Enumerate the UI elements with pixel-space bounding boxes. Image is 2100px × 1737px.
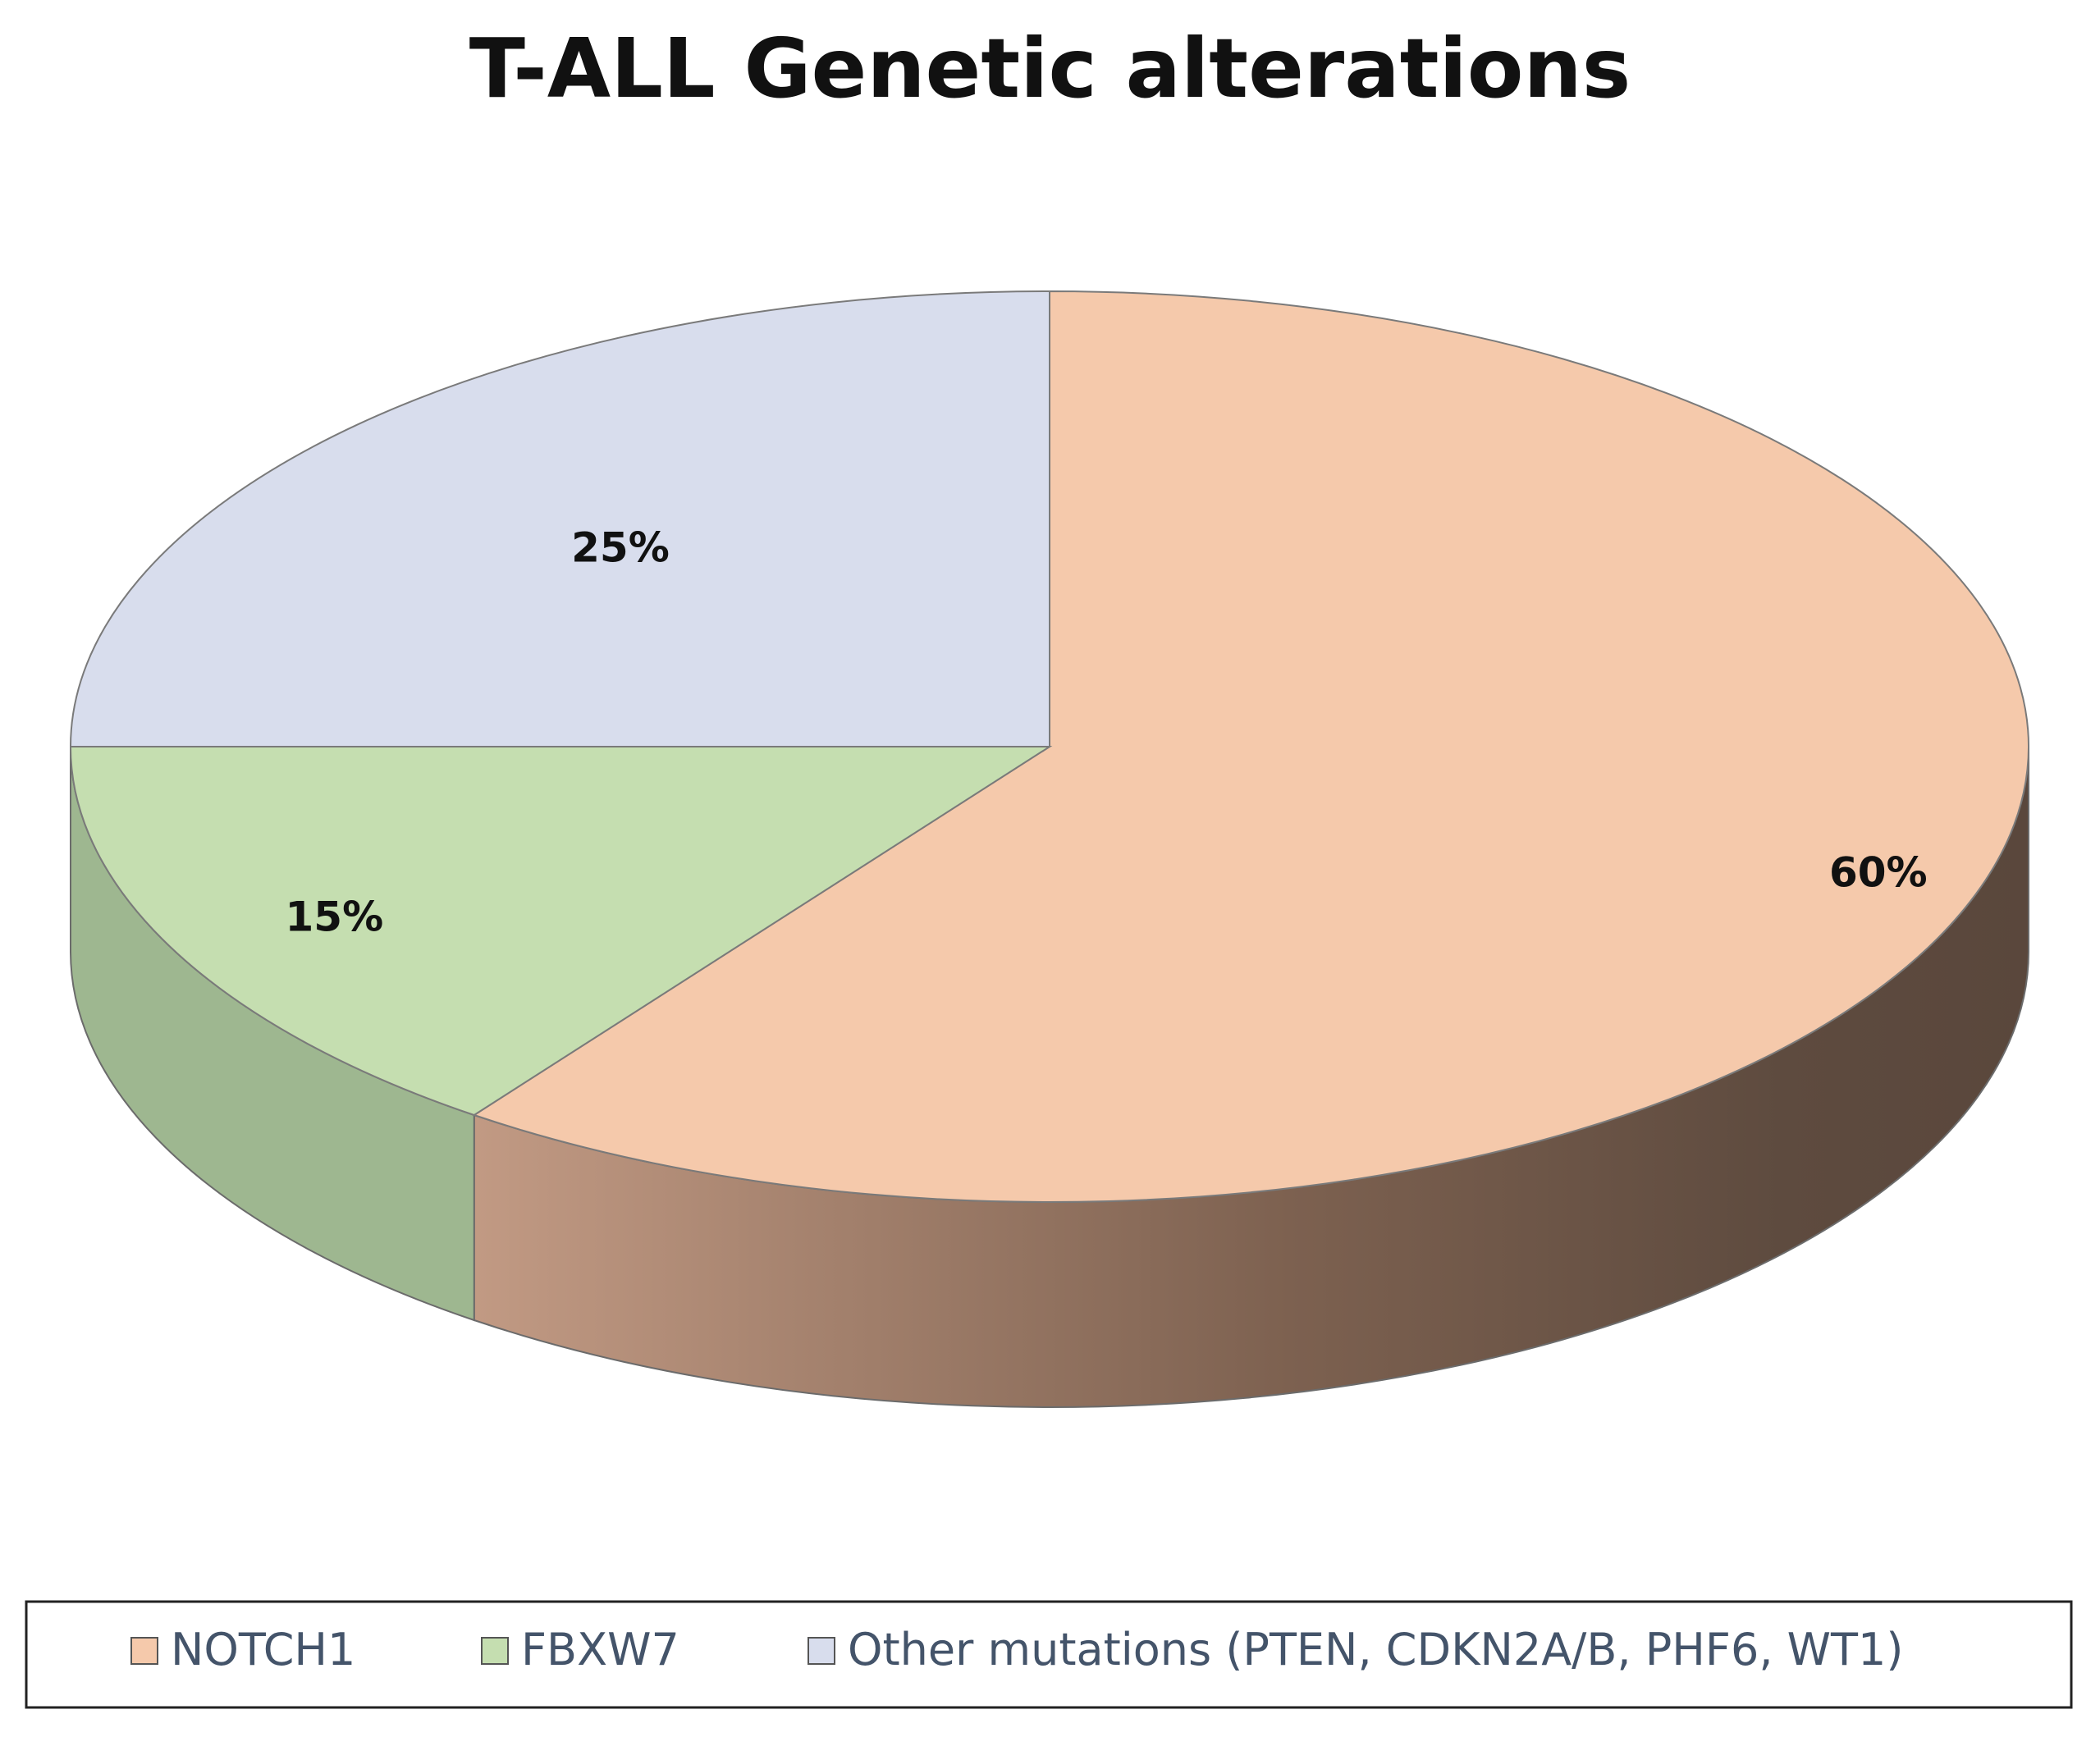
pie-data-labels: 60% 15% 25%	[286, 524, 1928, 941]
data-label-fbxw7: 15%	[286, 894, 384, 941]
legend-item-notch1: NOTCH1	[130, 1624, 355, 1675]
legend-swatch	[130, 1637, 158, 1665]
legend-swatch	[808, 1637, 835, 1665]
legend-item-other-mutations-pten-cdkn2a-b-phf6-wt1: Other mutations (PTEN, CDKN2A/B, PHF6, W…	[808, 1624, 1903, 1675]
legend-label: Other mutations (PTEN, CDKN2A/B, PHF6, W…	[848, 1624, 1903, 1675]
chart-title: T-ALL Genetic alterations	[469, 21, 1631, 117]
data-label-notch1: 60%	[1829, 849, 1928, 897]
pie-slice-other-mutations-pten-cdkn2a-b-phf6-wt1	[69, 290, 1050, 747]
legend: NOTCH1 FBXW7 Other mutations (PTEN, CDKN2A…	[25, 1600, 2073, 1709]
data-label-other-mutations-pten-cdkn2a-b-phf6-wt1: 25%	[571, 524, 670, 572]
pie-slice-notch1	[472, 290, 2029, 1203]
legend-label: NOTCH1	[171, 1624, 355, 1675]
pie-slices	[69, 290, 2029, 1203]
legend-box	[25, 1600, 2073, 1709]
legend-label: FBXW7	[521, 1624, 679, 1675]
pie-slice-fbxw7	[69, 746, 1053, 1117]
legend-item-fbxw7: FBXW7	[481, 1624, 679, 1675]
legend-swatch	[481, 1637, 509, 1665]
